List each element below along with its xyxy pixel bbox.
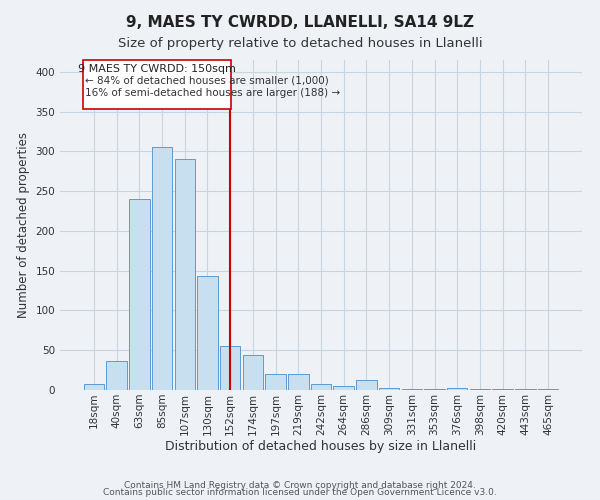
Bar: [334, 386, 354, 390]
Bar: [401, 389, 422, 390]
Bar: [515, 389, 536, 390]
Bar: [356, 380, 377, 390]
Bar: [493, 389, 513, 390]
Text: Contains HM Land Registry data © Crown copyright and database right 2024.: Contains HM Land Registry data © Crown c…: [124, 480, 476, 490]
Bar: [311, 384, 331, 390]
Text: 9, MAES TY CWRDD, LLANELLI, SA14 9LZ: 9, MAES TY CWRDD, LLANELLI, SA14 9LZ: [126, 15, 474, 30]
FancyBboxPatch shape: [83, 60, 232, 110]
Bar: [175, 158, 195, 390]
Text: Contains public sector information licensed under the Open Government Licence v3: Contains public sector information licen…: [103, 488, 497, 497]
Bar: [288, 374, 308, 390]
Bar: [379, 388, 400, 390]
Bar: [265, 374, 286, 390]
Text: ← 84% of detached houses are smaller (1,000): ← 84% of detached houses are smaller (1,…: [85, 76, 329, 86]
Text: Size of property relative to detached houses in Llanelli: Size of property relative to detached ho…: [118, 38, 482, 51]
Bar: [129, 199, 149, 390]
Text: 16% of semi-detached houses are larger (188) →: 16% of semi-detached houses are larger (…: [85, 88, 340, 98]
Bar: [106, 360, 127, 390]
Bar: [197, 276, 218, 390]
Bar: [538, 389, 558, 390]
Bar: [424, 389, 445, 390]
Bar: [84, 384, 104, 390]
Bar: [152, 146, 172, 390]
Bar: [220, 346, 241, 390]
Bar: [242, 355, 263, 390]
Bar: [447, 388, 467, 390]
X-axis label: Distribution of detached houses by size in Llanelli: Distribution of detached houses by size …: [166, 440, 476, 454]
Text: 9 MAES TY CWRDD: 150sqm: 9 MAES TY CWRDD: 150sqm: [78, 64, 236, 74]
Y-axis label: Number of detached properties: Number of detached properties: [17, 132, 30, 318]
Bar: [470, 389, 490, 390]
